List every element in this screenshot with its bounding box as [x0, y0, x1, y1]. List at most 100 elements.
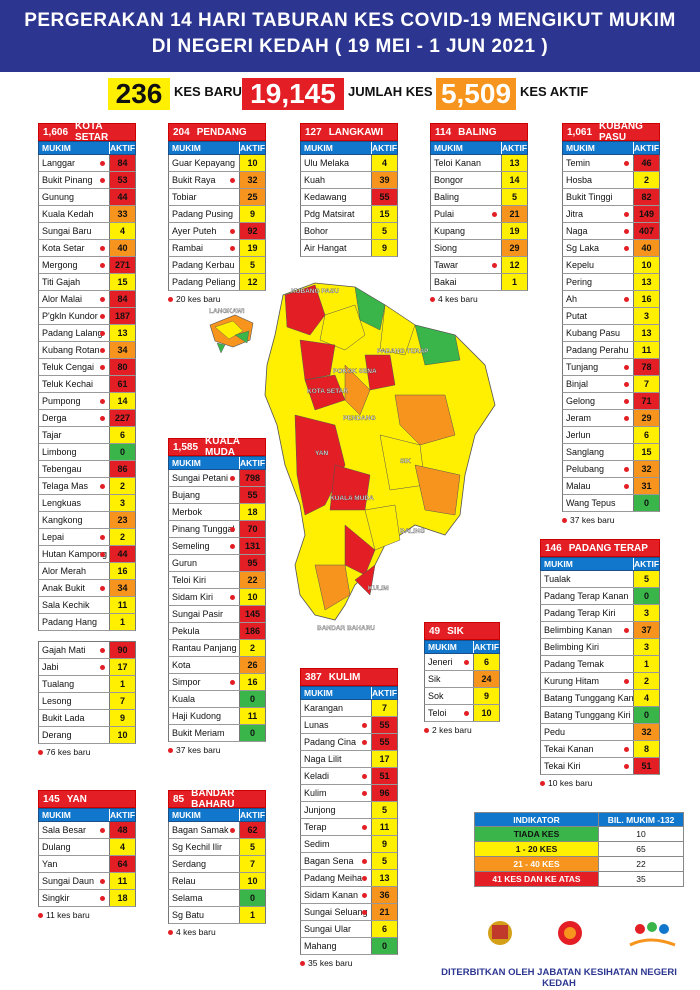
aktif-value: 9 [109, 710, 135, 726]
new-case-dot-icon [624, 416, 629, 421]
new-case-dot-icon [464, 660, 469, 665]
legend-header-count: BIL. MUKIM -132 [598, 813, 683, 826]
table-row: Teloi Kiri 22 [168, 572, 266, 589]
aktif-value: 7 [371, 700, 397, 716]
district-title: 146 PADANG TERAP [540, 539, 660, 557]
table-row: Bukit Lada 9 [38, 710, 136, 727]
column-header: MUKIM AKTIF [540, 557, 660, 571]
mainland [264, 282, 496, 621]
table-row: Padang Pusing 9 [168, 206, 266, 223]
district-name: BANDAR BAHARU [188, 788, 265, 810]
mukim-name: Serdang [172, 859, 207, 869]
district-name: PENDANG [193, 124, 265, 140]
mukim-name: Pekula [172, 626, 200, 636]
table-row: Sok 9 [424, 688, 500, 705]
mukim-name: Selama [172, 893, 203, 903]
aktif-value: 6 [109, 427, 135, 443]
kes-aktif-label: KES AKTIF [520, 84, 589, 99]
mukim-name: Padang Pusing [172, 209, 234, 219]
new-cases-note: 2 kes baru [424, 725, 500, 735]
title-line1: PERGERAKAN 14 HARI TABURAN KES COVID-19 … [24, 10, 676, 31]
aktif-value: 16 [633, 291, 659, 307]
aktif-value: 10 [109, 727, 135, 743]
legend-row: TIADA KES 10 [474, 827, 684, 842]
district-title: 85 BANDAR BAHARU [168, 788, 266, 810]
mukim-name: Anak Bukit [42, 583, 86, 593]
new-case-dot-icon [100, 263, 105, 268]
mukim-name: Limbong [42, 447, 77, 457]
table-row: Naga Lilit 17 [300, 751, 398, 768]
mukim-name: Alor Merah [42, 566, 87, 576]
col-mukim: MUKIM [172, 810, 201, 820]
new-case-dot-icon [100, 665, 105, 670]
district-name: KUALA MUDA [202, 436, 265, 458]
aktif-value: 53 [109, 172, 135, 188]
mukim-name: Sidam Kiri [172, 592, 214, 602]
table-row: Belimbing Kanan 37 [540, 622, 660, 639]
table-row: Sedim 9 [300, 836, 398, 853]
mukim-name: Putat [566, 311, 588, 321]
mukim-name: Bukit Lada [42, 713, 85, 723]
aktif-value: 0 [633, 495, 659, 511]
new-cases-text: 11 kes baru [46, 910, 90, 920]
table-row: Sungai Daun 11 [38, 873, 136, 890]
aktif-value: 26 [239, 657, 265, 673]
district-total: 127 [301, 124, 326, 140]
table-row: P'gkln Kundor 187 [38, 308, 136, 325]
logos-strip [488, 921, 676, 947]
map-label-kubang-pasu: KUBANG PASU [291, 288, 339, 295]
new-case-dot-icon [100, 828, 105, 833]
new-case-dot-icon [624, 484, 629, 489]
col-mukim: MUKIM [172, 143, 201, 153]
district-total: 114 [431, 124, 456, 140]
mukim-name: Sg Kechil Ilir [172, 842, 223, 852]
district-title: 204 PENDANG [168, 123, 266, 141]
langkawi-island [209, 314, 254, 354]
district-total: 146 [541, 540, 566, 556]
map-label-pendang: PENDANG [343, 415, 376, 422]
new-case-dot-icon [624, 365, 629, 370]
district-name: PADANG TERAP [565, 540, 659, 556]
mukim-name: Keladi [304, 771, 330, 781]
legend-value: 65 [598, 842, 683, 856]
legend-row: 1 - 20 KES 65 [474, 842, 684, 857]
aktif-value: 9 [371, 240, 397, 256]
table-bandar-baharu: 85 BANDAR BAHARU MUKIM AKTIF Bagan Samak 62 Sg… [168, 788, 266, 937]
table-kuala-muda: 1,585 KUALA MUDA MUKIM AKTIF Sungai Petani 79… [168, 436, 266, 755]
new-case-dot-icon [230, 828, 235, 833]
table-row: Siong 29 [430, 240, 528, 257]
table-row: Pulai 21 [430, 206, 528, 223]
new-case-dot-icon [362, 910, 367, 915]
district-title: 1,585 KUALA MUDA [168, 436, 266, 458]
aktif-value: 19 [239, 240, 265, 256]
map-label-sik: SIK [400, 458, 411, 465]
column-header: MUKIM AKTIF [168, 808, 266, 822]
table-row: Padang Lalang 13 [38, 325, 136, 342]
table-row: Simpor 16 [168, 674, 266, 691]
table-row: Bukit Raya 32 [168, 172, 266, 189]
aktif-value: 5 [239, 257, 265, 273]
table-row: Lunas 55 [300, 717, 398, 734]
mukim-name: Relau [172, 876, 196, 886]
aktif-value: 17 [109, 659, 135, 675]
district-name: KUBANG PASU [596, 121, 659, 143]
table-row: Hosba 2 [562, 172, 660, 189]
community-logo-icon [629, 922, 676, 947]
aktif-value: 13 [633, 274, 659, 290]
district-name: LANGKAWI [325, 124, 397, 140]
kedah-health-logo-icon [558, 921, 582, 945]
aktif-value: 84 [109, 291, 135, 307]
red-dot-icon [168, 748, 173, 754]
mukim-name: Lesong [42, 696, 72, 706]
aktif-value: 11 [633, 342, 659, 358]
aktif-value: 3 [633, 639, 659, 655]
new-case-dot-icon [100, 246, 105, 251]
district-title: 114 BALING [430, 123, 528, 141]
table-row: Sala Kechik 11 [38, 597, 136, 614]
mukim-name: Mahang [304, 941, 337, 951]
new-case-dot-icon [492, 263, 497, 268]
table-row: Malau 31 [562, 478, 660, 495]
district-total: 85 [169, 791, 189, 807]
map-label-kuala-muda: KUALA MUDA [330, 495, 374, 502]
mukim-name: P'gkln Kundor [42, 311, 98, 321]
